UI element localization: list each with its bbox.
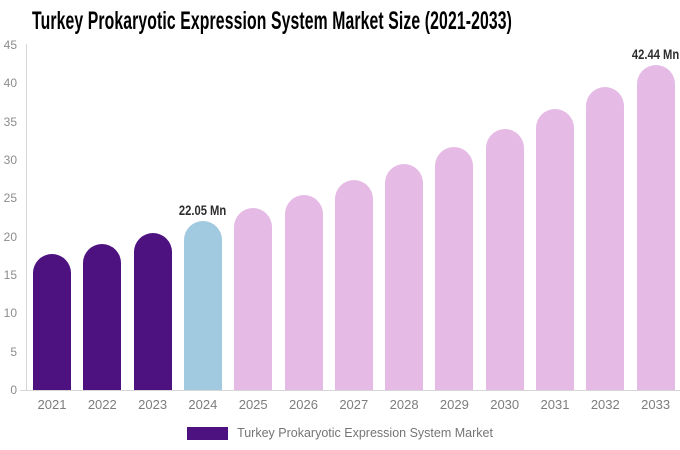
y-axis-line <box>26 44 27 391</box>
legend-label: Turkey Prokaryotic Expression System Mar… <box>237 426 493 440</box>
y-tick-label-5: 5 <box>10 344 17 359</box>
x-tick-label-2022: 2022 <box>87 397 117 412</box>
y-tick-label-45: 45 <box>3 38 17 52</box>
y-tick-label-15: 15 <box>3 268 17 282</box>
x-tick-label-2030: 2030 <box>490 397 520 412</box>
x-tick-label-2027: 2027 <box>339 397 369 412</box>
y-tick-label-25: 25 <box>3 191 17 206</box>
bar-2033[interactable] <box>636 64 675 390</box>
bar-2021[interactable] <box>33 254 71 390</box>
x-tick-label-2023: 2023 <box>138 397 168 412</box>
x-tick-label-2032: 2032 <box>590 397 620 412</box>
bar-value-label-2033: 42.44 Mn <box>631 45 680 62</box>
bar-2029[interactable] <box>435 146 474 390</box>
y-tick-label-40: 40 <box>3 76 17 91</box>
y-tick-label-0: 0 <box>10 383 17 397</box>
legend[interactable]: Turkey Prokaryotic Expression System Mar… <box>0 426 680 440</box>
bar-2023[interactable] <box>133 232 172 390</box>
bar-2032[interactable] <box>586 87 625 390</box>
y-tick-label-35: 35 <box>3 114 17 129</box>
bar-2025[interactable] <box>234 208 273 390</box>
x-tick-label-2033: 2033 <box>641 397 671 412</box>
x-axis-line <box>20 390 680 391</box>
x-tick-label-2021: 2021 <box>37 397 67 412</box>
x-tick-label-2031: 2031 <box>540 397 570 412</box>
x-tick-label-2029: 2029 <box>439 397 469 412</box>
bar-2028[interactable] <box>385 163 424 390</box>
chart-title: Turkey Prokaryotic Expression System Mar… <box>32 7 513 35</box>
bar-2022[interactable] <box>83 243 122 390</box>
bar-2030[interactable] <box>485 128 524 390</box>
x-tick-label-2028: 2028 <box>389 397 419 412</box>
x-tick-label-2025: 2025 <box>238 397 268 412</box>
legend-swatch[interactable] <box>187 426 229 440</box>
y-tick-label-20: 20 <box>3 229 17 244</box>
x-tick-label-2026: 2026 <box>289 397 318 412</box>
bar-2027[interactable] <box>334 179 373 390</box>
bar-2031[interactable] <box>536 108 574 390</box>
y-tick-label-30: 30 <box>3 153 17 167</box>
y-tick-label-10: 10 <box>3 306 17 321</box>
bar-value-label-2024: 22.05 Mn <box>179 201 227 218</box>
bar-2024[interactable] <box>183 220 222 390</box>
bar-2026[interactable] <box>284 194 323 390</box>
x-tick-label-2024: 2024 <box>188 397 218 412</box>
